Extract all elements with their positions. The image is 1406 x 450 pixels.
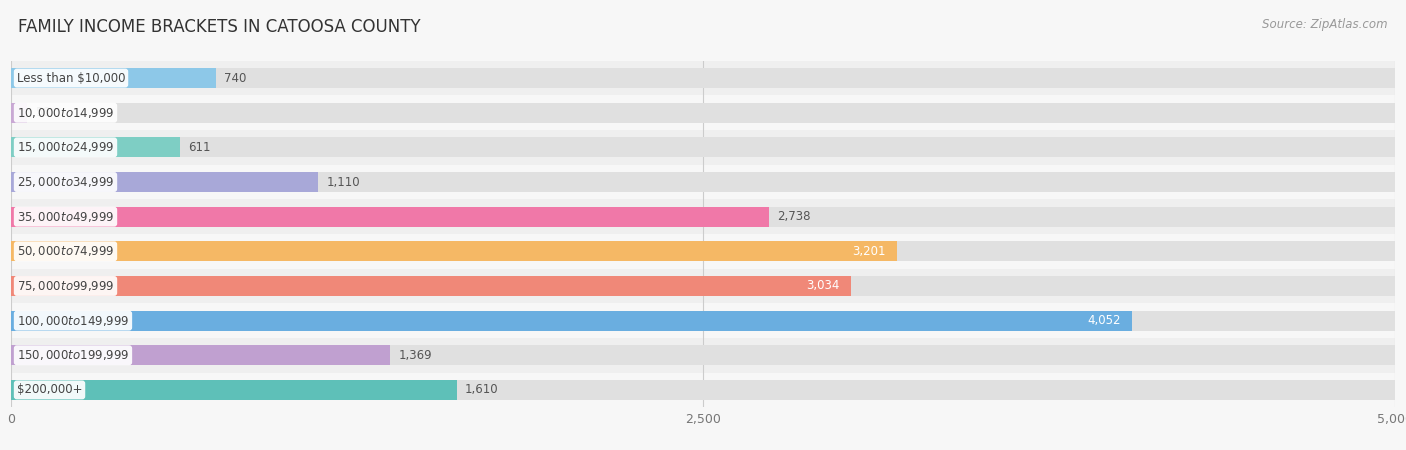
- Text: $35,000 to $49,999: $35,000 to $49,999: [17, 210, 114, 224]
- Text: Source: ZipAtlas.com: Source: ZipAtlas.com: [1263, 18, 1388, 31]
- Text: $100,000 to $149,999: $100,000 to $149,999: [17, 314, 129, 328]
- Text: $50,000 to $74,999: $50,000 to $74,999: [17, 244, 114, 258]
- Bar: [11, 137, 1395, 158]
- Bar: [11, 103, 27, 123]
- Bar: [11, 241, 897, 261]
- Bar: [11, 269, 1395, 303]
- Text: $200,000+: $200,000+: [17, 383, 83, 396]
- Text: 1,110: 1,110: [326, 176, 360, 189]
- Bar: [11, 310, 1132, 331]
- Bar: [11, 137, 180, 158]
- Bar: [11, 68, 1395, 88]
- Text: $75,000 to $99,999: $75,000 to $99,999: [17, 279, 114, 293]
- Bar: [11, 373, 1395, 407]
- Bar: [11, 345, 389, 365]
- Bar: [11, 130, 1395, 165]
- Bar: [11, 61, 1395, 95]
- Text: 611: 611: [188, 141, 211, 154]
- Bar: [11, 310, 1395, 331]
- Bar: [11, 172, 1395, 192]
- Bar: [11, 338, 1395, 373]
- Text: 1,369: 1,369: [398, 349, 432, 362]
- Text: 56: 56: [35, 106, 51, 119]
- Text: 740: 740: [225, 72, 246, 85]
- Bar: [11, 234, 1395, 269]
- Text: 3,034: 3,034: [806, 279, 839, 292]
- Text: $10,000 to $14,999: $10,000 to $14,999: [17, 106, 114, 120]
- Text: 2,738: 2,738: [778, 210, 811, 223]
- Bar: [11, 172, 318, 192]
- Text: 4,052: 4,052: [1088, 314, 1122, 327]
- Bar: [11, 276, 851, 296]
- Text: FAMILY INCOME BRACKETS IN CATOOSA COUNTY: FAMILY INCOME BRACKETS IN CATOOSA COUNTY: [18, 18, 420, 36]
- Bar: [11, 276, 1395, 296]
- Text: 3,201: 3,201: [852, 245, 886, 258]
- Text: 1,610: 1,610: [465, 383, 499, 396]
- Bar: [11, 380, 457, 400]
- Bar: [11, 207, 1395, 227]
- Bar: [11, 303, 1395, 338]
- Bar: [11, 199, 1395, 234]
- Bar: [11, 241, 1395, 261]
- Bar: [11, 165, 1395, 199]
- Bar: [11, 345, 1395, 365]
- Bar: [11, 207, 769, 227]
- Bar: [11, 68, 217, 88]
- Bar: [11, 103, 1395, 123]
- Bar: [11, 380, 1395, 400]
- Text: $150,000 to $199,999: $150,000 to $199,999: [17, 348, 129, 362]
- Text: Less than $10,000: Less than $10,000: [17, 72, 125, 85]
- Text: $25,000 to $34,999: $25,000 to $34,999: [17, 175, 114, 189]
- Bar: [11, 95, 1395, 130]
- Text: $15,000 to $24,999: $15,000 to $24,999: [17, 140, 114, 154]
